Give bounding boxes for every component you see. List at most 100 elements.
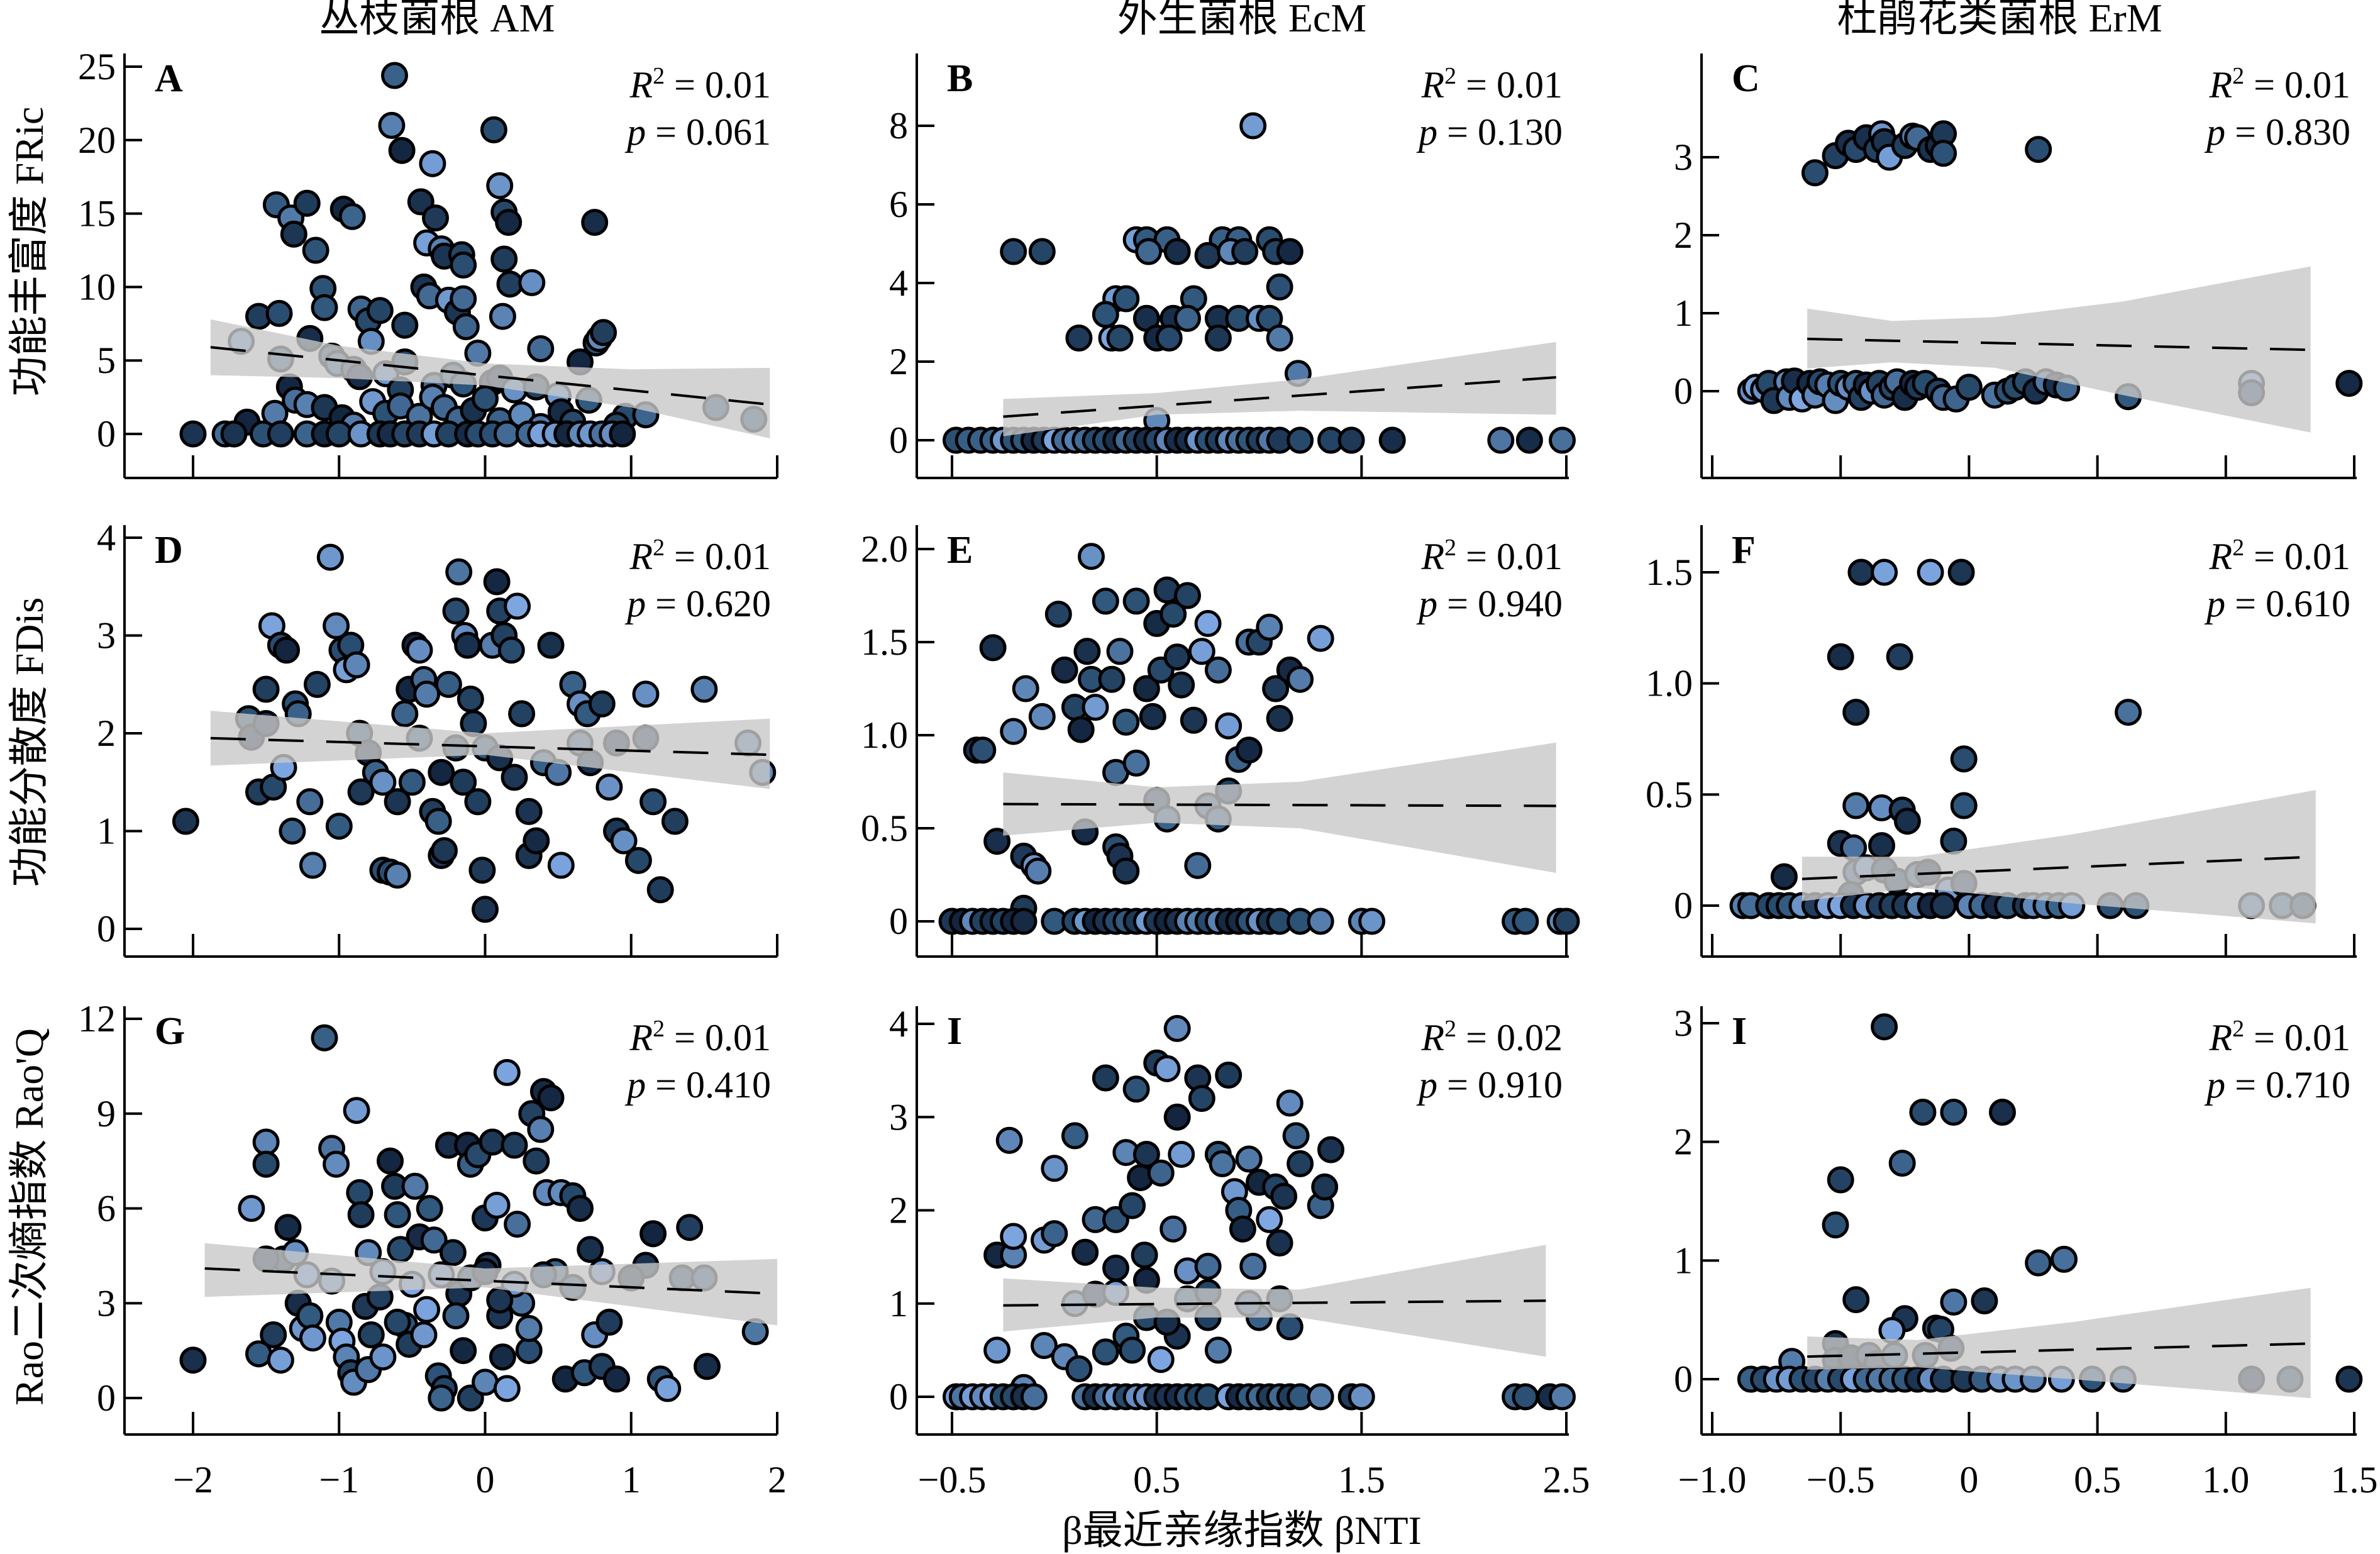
data-point xyxy=(1106,638,1134,665)
data-point xyxy=(1061,1122,1088,1150)
data-point xyxy=(1287,1150,1314,1177)
data-point xyxy=(1020,1383,1048,1411)
data-point xyxy=(1307,624,1334,652)
y-tick-label: 3 xyxy=(97,1282,116,1324)
y-tick-label: 1 xyxy=(1674,292,1693,334)
data-point xyxy=(1065,325,1093,352)
data-point xyxy=(1188,638,1215,665)
y-tick-label: 2 xyxy=(1674,1121,1693,1163)
data-point xyxy=(1041,1155,1068,1182)
data-point xyxy=(1307,1383,1334,1411)
data-point xyxy=(1135,238,1163,265)
x-tick-label: −0.5 xyxy=(918,1459,987,1501)
data-point xyxy=(2051,1245,2078,1273)
data-point xyxy=(1950,745,1978,773)
y-tick-label: 0.5 xyxy=(861,808,908,849)
data-point xyxy=(1955,374,1983,401)
y-tick-label: 1 xyxy=(97,811,116,852)
data-point xyxy=(497,636,525,664)
data-point xyxy=(1266,325,1293,352)
y-tick-label: 15 xyxy=(78,193,116,235)
data-point xyxy=(464,340,492,367)
y-tick-label: 6 xyxy=(889,184,908,225)
data-point xyxy=(609,420,636,448)
data-point xyxy=(590,319,617,347)
r-squared-label: R2 = 0.01 xyxy=(629,1016,772,1058)
data-point xyxy=(1112,285,1140,313)
data-point xyxy=(523,827,550,855)
data-point xyxy=(1215,1062,1243,1089)
data-point xyxy=(537,631,565,659)
data-point xyxy=(2335,1365,2363,1393)
row-labels: 功能丰富度 FRic 功能分散度 FDis Rao二次熵指数 Rao'Q xyxy=(7,107,52,1406)
data-point xyxy=(1871,1013,1898,1041)
data-point xyxy=(595,1308,623,1336)
r-squared-label: R2 = 0.01 xyxy=(2209,63,2351,106)
data-point xyxy=(347,778,375,806)
data-point xyxy=(468,857,496,884)
data-point xyxy=(483,1192,511,1219)
data-point xyxy=(1204,325,1232,352)
panel-f-1-2: 0 0.5 1.0 1.5 F R2 = 0.01 p = 0.610 xyxy=(1646,525,2357,958)
data-point xyxy=(1842,1286,1870,1314)
y-tick-label: 2 xyxy=(97,713,116,754)
data-point xyxy=(1122,1075,1150,1103)
r-squared-label: R2 = 0.01 xyxy=(629,535,772,577)
data-point xyxy=(1153,1055,1181,1082)
regression-line xyxy=(204,1267,778,1296)
data-point xyxy=(1102,1254,1129,1282)
data-point xyxy=(515,797,543,825)
data-point xyxy=(501,1131,528,1159)
panel-letter: F xyxy=(1732,529,1756,572)
data-point xyxy=(1287,665,1314,693)
panel-b-0-1: 0 2 4 6 8B R2 = 0.01 p = 0.130 xyxy=(889,53,1576,479)
data-point xyxy=(1871,558,1898,586)
data-point xyxy=(1092,1064,1119,1092)
data-point xyxy=(1082,694,1109,721)
data-point xyxy=(238,1195,265,1222)
data-point xyxy=(2025,136,2052,164)
column-titles: 丛枝菌根 AM 外生菌根 EcM 杜鹃花类菌根 ErM xyxy=(319,0,2162,40)
panel-e-1-1: 0 0.5 1.0 1.5 2.0 E R2 = 0.01 p = 0.940 xyxy=(861,525,1580,958)
y-tick-label: 3 xyxy=(889,1096,908,1138)
data-point xyxy=(1909,1099,1937,1126)
data-point xyxy=(493,420,521,448)
confidence-band xyxy=(210,319,770,438)
data-point xyxy=(1000,238,1027,265)
data-point xyxy=(343,1097,370,1124)
regression-line xyxy=(210,346,770,406)
data-point xyxy=(1827,1166,1854,1194)
data-point xyxy=(1000,718,1027,745)
data-point xyxy=(384,788,411,816)
x-tick-label: 1.5 xyxy=(1338,1459,1385,1501)
y-tick-label: 25 xyxy=(78,46,116,87)
data-point xyxy=(384,1201,411,1228)
data-point xyxy=(274,1214,302,1241)
data-point xyxy=(1317,1136,1344,1163)
panel-letter: A xyxy=(155,57,183,100)
y-tick-label: 12 xyxy=(78,998,116,1040)
data-point xyxy=(1028,702,1056,730)
data-point xyxy=(1930,892,1957,919)
data-point xyxy=(280,220,307,248)
data-point xyxy=(1215,712,1243,740)
data-point xyxy=(179,420,207,448)
y-tick-label: 0 xyxy=(97,413,116,455)
data-point xyxy=(347,1201,375,1228)
r-squared-label: R2 = 0.02 xyxy=(1421,1016,1563,1058)
data-point xyxy=(518,269,546,296)
data-point xyxy=(2115,699,2142,726)
data-point xyxy=(495,209,523,236)
data-point xyxy=(1163,1103,1191,1131)
p-value-label: p = 0.910 xyxy=(1416,1064,1563,1106)
y-tick-label: 1.5 xyxy=(1646,552,1693,593)
data-point xyxy=(1262,675,1290,702)
y-tick-label: 1 xyxy=(889,1283,908,1324)
data-point xyxy=(493,1058,521,1086)
data-point xyxy=(1092,301,1119,328)
y-tick-label: 20 xyxy=(78,119,116,161)
panel-letter: G xyxy=(155,1010,185,1053)
data-point xyxy=(489,1343,516,1371)
p-value-label: p = 0.940 xyxy=(1416,583,1563,624)
data-point xyxy=(260,1321,287,1348)
